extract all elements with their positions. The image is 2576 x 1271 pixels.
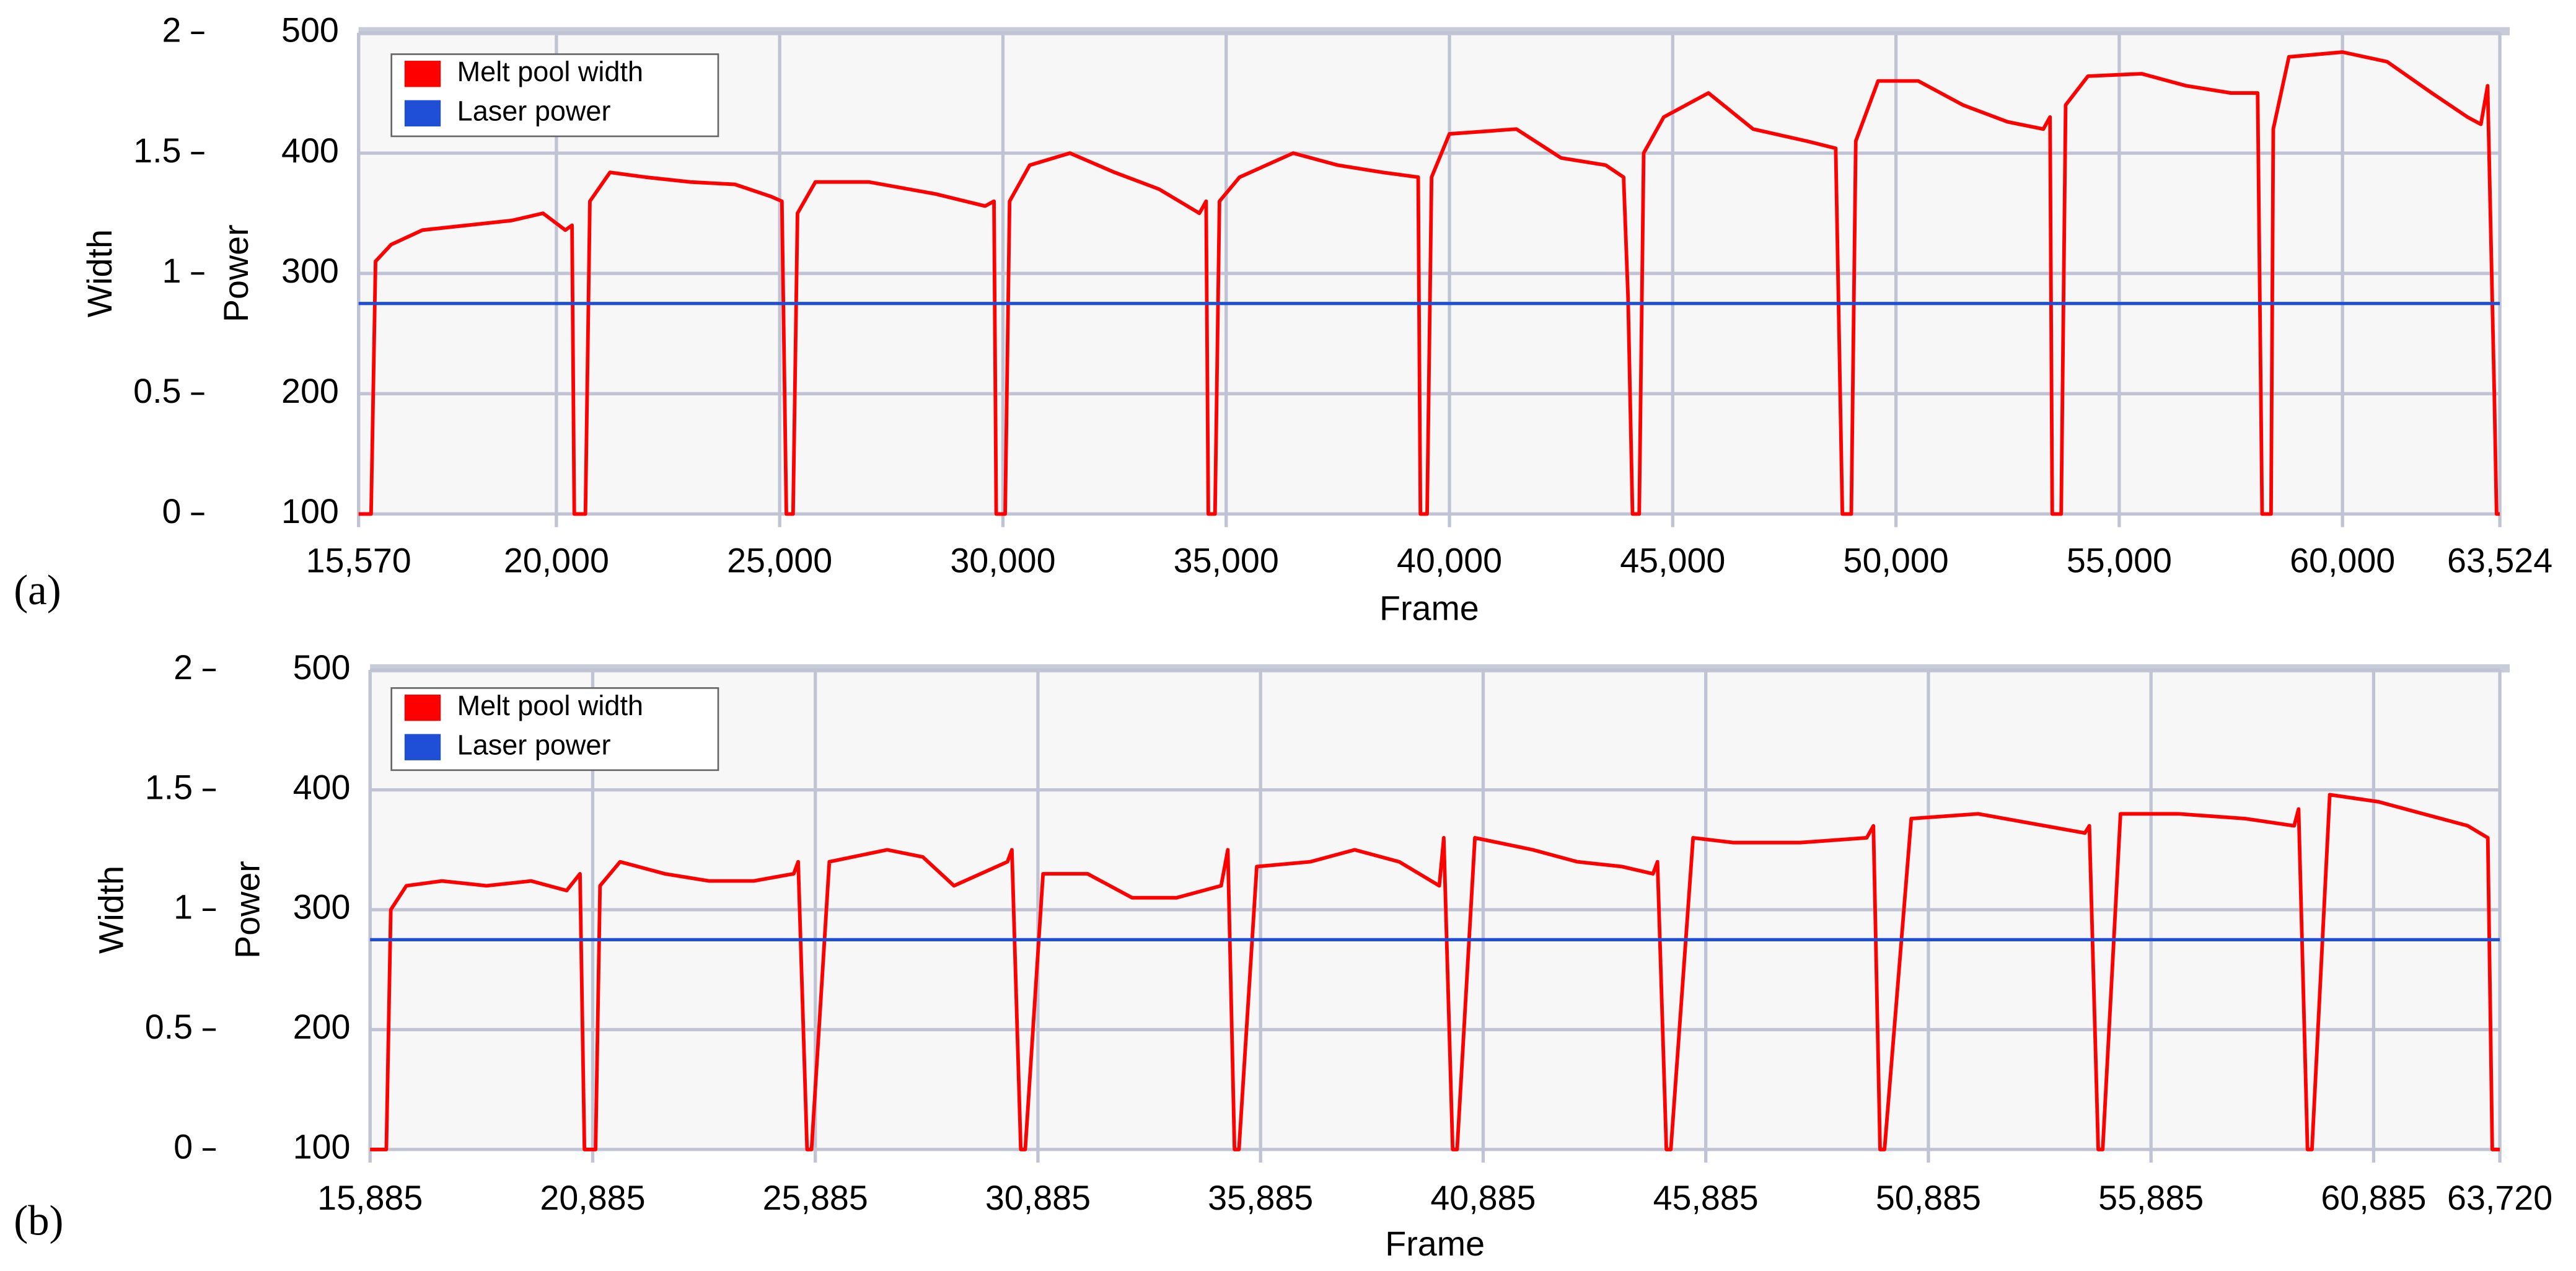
x-tick-label: 20,000: [504, 542, 609, 580]
panel-label: (b): [14, 1197, 63, 1244]
x-tick-label: 20,885: [540, 1179, 645, 1217]
legend-box: [390, 53, 719, 138]
x-tick-label: 40,885: [1430, 1179, 1536, 1217]
legend-label: Melt pool width: [457, 690, 643, 721]
x-tick-label: 55,000: [2067, 542, 2172, 580]
y-axis-label: Width: [92, 866, 131, 954]
x-tick-label: 35,000: [1174, 542, 1279, 580]
y2-axis-label: Power: [228, 861, 266, 959]
y-tick-label: 0.5: [145, 1008, 193, 1046]
y2-tick-label: 200: [281, 372, 339, 410]
y2-tick-label: 500: [281, 11, 339, 50]
x-tick-label: 15,885: [317, 1179, 423, 1217]
y2-axis-label: Power: [217, 224, 255, 322]
y-tick-label: 0: [174, 1128, 193, 1166]
legend-box: [390, 687, 719, 772]
x-tick-label: 25,885: [763, 1179, 868, 1217]
y-tick-label: 2: [162, 11, 182, 50]
y2-tick-label: 300: [281, 252, 339, 290]
legend-label: Laser power: [457, 729, 611, 761]
y-tick-label: 1: [162, 252, 182, 290]
x-tick-label: 45,000: [1620, 542, 1725, 580]
legend-swatch: [404, 61, 441, 87]
x-tick-label: 40,000: [1397, 542, 1502, 580]
y2-tick-label: 300: [293, 888, 351, 926]
y-tick-label: 1.5: [133, 131, 181, 170]
x-tick-label: 30,000: [950, 542, 1055, 580]
y2-tick-label: 400: [281, 131, 339, 170]
legend-label: Melt pool width: [457, 56, 643, 87]
x-tick-label: 15,570: [306, 542, 411, 580]
y2-tick-label: 200: [293, 1008, 351, 1046]
panel-label: (a): [14, 566, 61, 614]
x-tick-label: 30,885: [985, 1179, 1091, 1217]
x-axis-label: Frame: [1385, 1225, 1485, 1263]
data-line: [358, 50, 2500, 516]
x-tick-label: 50,000: [1844, 542, 1949, 580]
y2-tick-label: 500: [293, 648, 351, 687]
data-line: [370, 793, 2500, 1151]
x-tick-label: 63,524: [2447, 542, 2552, 580]
x-tick-label: 25,000: [727, 542, 832, 580]
x-tick-label: 60,885: [2321, 1179, 2426, 1217]
y-tick-label: 1.5: [145, 768, 193, 806]
legend-label: Laser power: [457, 95, 611, 127]
y2-tick-label: 400: [293, 768, 351, 806]
x-tick-label: 63,720: [2447, 1179, 2552, 1217]
legend-swatch: [404, 734, 441, 760]
y-tick-label: 0: [162, 492, 182, 530]
legend-swatch: [404, 694, 441, 721]
y-tick-label: 2: [174, 648, 193, 687]
x-tick-label: 55,885: [2098, 1179, 2204, 1217]
y2-tick-label: 100: [281, 492, 339, 530]
legend-swatch: [404, 100, 441, 127]
y2-tick-label: 100: [293, 1128, 351, 1166]
x-tick-label: 45,885: [1653, 1179, 1759, 1217]
x-tick-label: 50,885: [1876, 1179, 1981, 1217]
y-tick-label: 1: [174, 888, 193, 926]
x-tick-label: 35,885: [1208, 1179, 1313, 1217]
y-axis-label: Width: [81, 229, 119, 317]
x-tick-label: 60,000: [2290, 542, 2395, 580]
x-axis-label: Frame: [1379, 589, 1479, 627]
y-tick-label: 0.5: [133, 372, 181, 410]
